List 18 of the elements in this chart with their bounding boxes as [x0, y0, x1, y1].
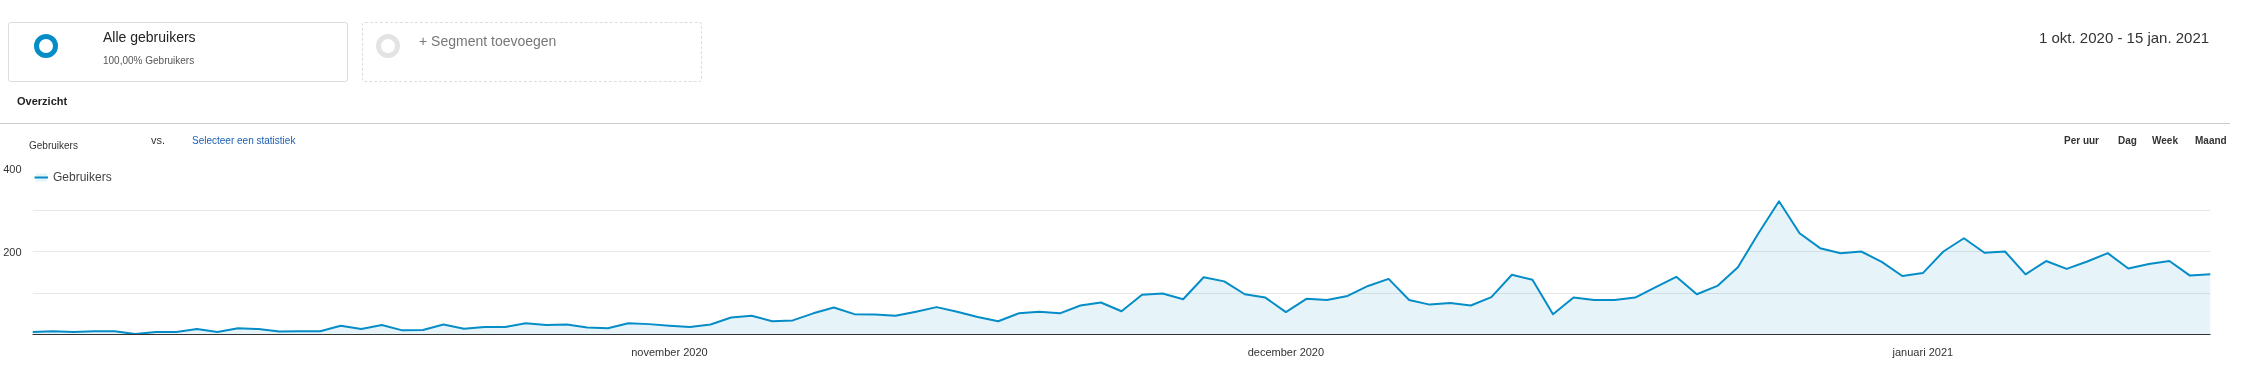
text: Dag — [2118, 134, 2137, 148]
text: Maand — [2195, 134, 2227, 148]
text: + Segment toevoegen — [419, 32, 557, 51]
text: 1 okt. 2020 - 15 jan. 2021 — [2039, 28, 2210, 48]
legend-label: Gebruikers — [53, 170, 112, 184]
text: Gebruikers — [29, 139, 78, 153]
text: Selecteer een statistiek — [192, 134, 296, 148]
text: vs. — [151, 133, 166, 148]
text: Week — [2152, 134, 2178, 148]
x-tick-label: december 2020 — [1247, 345, 1325, 358]
text: Overzicht — [17, 94, 68, 109]
x-tick-label: januari 2021 — [1891, 345, 1954, 358]
text: Per uur — [2064, 134, 2100, 148]
x-tick-label: november 2020 — [631, 345, 708, 358]
y-tick-label: 200 — [3, 245, 22, 258]
text: Alle gebruikers — [103, 28, 196, 47]
y-tick-label: 400 — [3, 162, 22, 175]
text: 100,00% Gebruikers — [103, 54, 195, 68]
